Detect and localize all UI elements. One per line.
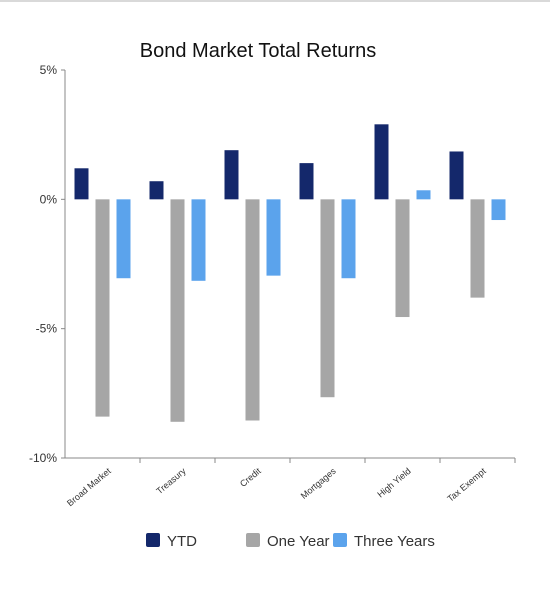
bar <box>170 199 185 422</box>
bar <box>224 150 239 200</box>
bar <box>470 199 485 298</box>
bar <box>341 199 356 279</box>
legend-label: Three Years <box>354 533 435 550</box>
x-category-label: Treasury <box>154 466 188 497</box>
bar <box>74 168 89 200</box>
bar <box>266 199 281 276</box>
bar <box>320 199 335 398</box>
x-axis: Broad Market Treasury Credit Mortgages High … <box>65 457 516 509</box>
x-category-label: Broad Market <box>65 466 113 509</box>
y-tick-label: -5% <box>36 322 58 336</box>
x-category-label: Mortgages <box>299 466 338 501</box>
bar <box>395 199 410 318</box>
legend: YTD One Year Three Years <box>146 533 435 550</box>
legend-swatch <box>246 533 260 547</box>
legend-label: YTD <box>167 533 197 550</box>
legend-swatch <box>333 533 347 547</box>
y-axis: 5% 0% -5% -10% <box>29 63 66 465</box>
x-category-label: Credit <box>238 466 263 489</box>
bars <box>74 124 506 422</box>
x-category-label: Tax Exempt <box>445 466 488 504</box>
y-tick-label: -10% <box>29 451 57 465</box>
y-tick-label: 0% <box>40 192 58 206</box>
bar <box>299 163 314 200</box>
top-divider <box>0 0 550 2</box>
legend-label: One Year <box>267 533 330 550</box>
bar <box>374 124 389 200</box>
bar <box>95 199 110 417</box>
x-category-label: High Yield <box>375 466 412 500</box>
bar <box>116 199 131 279</box>
bar <box>245 199 260 421</box>
bar <box>416 190 431 200</box>
bar <box>191 199 206 281</box>
bar <box>449 151 464 200</box>
chart-title: Bond Market Total Returns <box>140 40 376 62</box>
y-tick-label: 5% <box>40 63 58 77</box>
bar <box>149 181 164 200</box>
bar <box>491 199 506 221</box>
legend-swatch <box>146 533 160 547</box>
